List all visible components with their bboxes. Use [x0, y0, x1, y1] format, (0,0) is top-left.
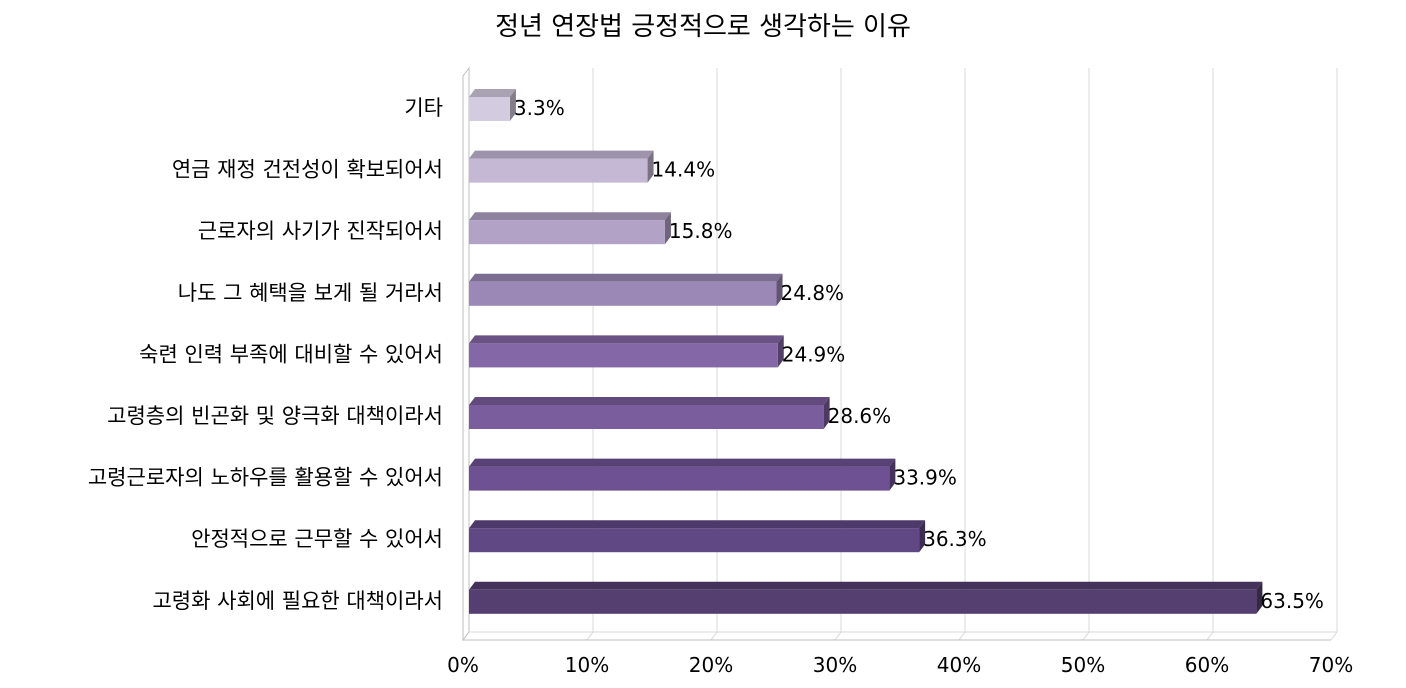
bar — [469, 158, 648, 183]
data-label: 15.8% — [669, 219, 733, 243]
data-label: 3.3% — [514, 96, 565, 120]
data-label: 36.3% — [923, 527, 987, 551]
bar — [469, 220, 665, 245]
bar-top — [469, 273, 783, 282]
plot-area: 0% 10% 20% 30% 40% 50% 60% 70% 기타 3.3% 연금 재정 건전성이 … — [88, 66, 1353, 677]
category-label: 기타 — [404, 96, 443, 120]
bar-top — [469, 335, 784, 344]
bar-side — [889, 458, 896, 491]
bar-side — [823, 397, 830, 429]
category-label: 연금 재정 건전성이 확보되어서 — [172, 158, 443, 182]
category-label: 숙련 인력 부족에 대비할 수 있어서 — [139, 342, 443, 366]
data-label: 24.9% — [782, 342, 846, 366]
bar — [469, 97, 510, 121]
bar-side — [509, 89, 516, 121]
bar-top — [469, 150, 654, 159]
category-label: 나도 그 혜택을 보게 될 거라서 — [178, 281, 443, 305]
data-label: 14.4% — [652, 158, 716, 182]
chart-title: 정년 연장법 긍정적으로 생각하는 이유 — [495, 12, 911, 42]
bar — [469, 466, 890, 491]
gridline-floor — [834, 631, 842, 641]
data-label: 28.6% — [828, 404, 892, 428]
category-label: 근로자의 사기가 진작되어서 — [198, 219, 443, 243]
category-label: 안정적으로 근무할 수 있어서 — [191, 527, 443, 551]
x-tick-label: 20% — [689, 653, 733, 677]
bar-side — [664, 212, 671, 245]
gridline-floor — [710, 631, 718, 641]
bar — [469, 281, 777, 306]
bar-side — [776, 273, 783, 306]
bar — [469, 343, 778, 368]
bar-top — [469, 458, 896, 467]
bar — [469, 528, 920, 553]
category-label: 고령화 사회에 필요한 대책이라서 — [152, 589, 443, 613]
bar-side — [919, 520, 926, 553]
gridline-floor — [1206, 631, 1214, 641]
x-tick-label: 50% — [1061, 653, 1105, 677]
x-tick-label: 40% — [937, 653, 981, 677]
bar-side — [1256, 581, 1263, 614]
side-wall — [462, 66, 470, 642]
data-label: 63.5% — [1260, 589, 1324, 613]
bar — [469, 405, 824, 429]
gridline-floor — [1082, 631, 1090, 641]
x-tick-label: 0% — [447, 653, 479, 677]
category-label: 고령근로자의 노하우를 활용할 수 있어서 — [88, 466, 443, 490]
bar-side — [777, 335, 784, 368]
bar-side — [647, 150, 654, 183]
gridline-floor — [958, 631, 966, 641]
category-label: 고령층의 빈곤화 및 양극화 대책이라서 — [107, 404, 443, 428]
bar-top — [469, 581, 1263, 590]
bar — [469, 589, 1257, 614]
x-tick-label: 60% — [1185, 653, 1229, 677]
bar-top — [469, 212, 671, 221]
x-tick-label: 30% — [813, 653, 857, 677]
x-tick-label: 10% — [565, 653, 609, 677]
gridline-floor — [1330, 631, 1338, 641]
x-tick-label: 70% — [1309, 653, 1353, 677]
gridline-floor — [586, 631, 594, 641]
bar-top — [469, 89, 516, 97]
bar-top — [469, 520, 926, 529]
bar-top — [469, 397, 830, 405]
data-label: 24.8% — [781, 281, 845, 305]
data-label: 33.9% — [893, 466, 957, 490]
